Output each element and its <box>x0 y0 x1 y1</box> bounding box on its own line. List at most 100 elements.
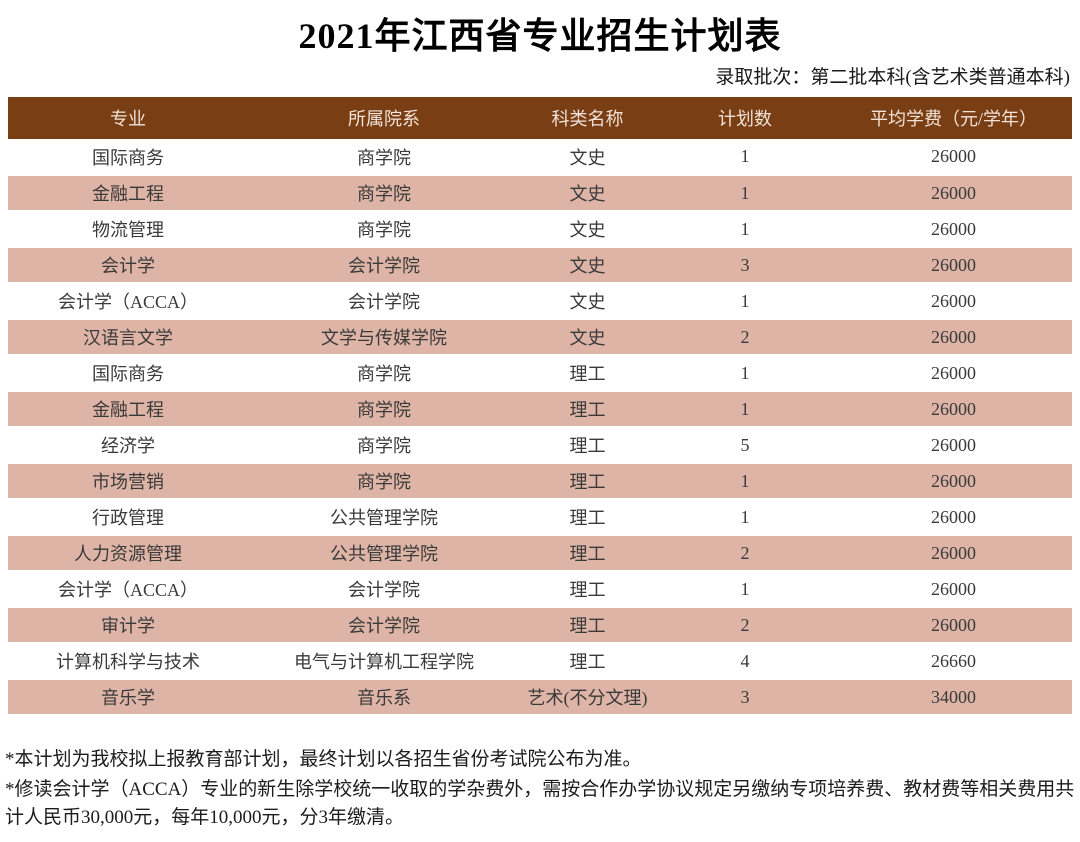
table-cell: 公共管理学院 <box>248 499 520 535</box>
table-row: 经济学 商学院 理工 5 26000 <box>8 427 1072 463</box>
table-cell: 26000 <box>835 174 1072 212</box>
table-cell: 会计学（ACCA） <box>8 571 248 607</box>
table-cell: 26000 <box>835 534 1072 572</box>
column-header: 所属院系 <box>248 97 520 139</box>
table-cell: 审计学 <box>8 606 248 644</box>
table-row: 会计学（ACCA） 会计学院 理工 1 26000 <box>8 571 1072 607</box>
footnotes: *本计划为我校拟上报教育部计划，最终计划以各招生省份考试院公布为准。 *修读会计学… <box>5 746 1076 832</box>
table-cell: 汉语言文学 <box>8 318 248 356</box>
table-cell: 国际商务 <box>8 355 248 391</box>
table-cell: 艺术(不分文理) <box>520 678 655 716</box>
enrollment-plan-table: 专业 所属院系 科类名称 计划数 平均学费（元/学年） 国际商务 商学院 文史 1 26000 金… <box>8 97 1072 716</box>
table-cell: 26000 <box>835 246 1072 284</box>
table-cell: 计算机科学与技术 <box>8 643 248 679</box>
table-cell: 文史 <box>520 139 655 175</box>
table-cell: 商学院 <box>248 174 520 212</box>
table-cell: 理工 <box>520 390 655 428</box>
table-cell: 理工 <box>520 499 655 535</box>
table-cell: 26000 <box>835 571 1072 607</box>
table-cell: 金融工程 <box>8 390 248 428</box>
table-cell: 商学院 <box>248 390 520 428</box>
table-cell: 26000 <box>835 139 1072 175</box>
table-cell: 1 <box>655 499 835 535</box>
table-cell: 5 <box>655 427 835 463</box>
table-cell: 26000 <box>835 462 1072 500</box>
table-cell: 会计学 <box>8 246 248 284</box>
table-cell: 商学院 <box>248 355 520 391</box>
table-cell: 26000 <box>835 211 1072 247</box>
table-row: 会计学（ACCA） 会计学院 文史 1 26000 <box>8 283 1072 319</box>
table-cell: 人力资源管理 <box>8 534 248 572</box>
table-cell: 1 <box>655 139 835 175</box>
table-header-row: 专业 所属院系 科类名称 计划数 平均学费（元/学年） <box>8 97 1072 139</box>
column-header: 计划数 <box>655 97 835 139</box>
table-cell: 26000 <box>835 355 1072 391</box>
table-cell: 4 <box>655 643 835 679</box>
table-cell: 1 <box>655 571 835 607</box>
table-cell: 理工 <box>520 534 655 572</box>
table-cell: 商学院 <box>248 462 520 500</box>
table-cell: 音乐学 <box>8 678 248 716</box>
table-cell: 1 <box>655 174 835 212</box>
table-row: 人力资源管理 公共管理学院 理工 2 26000 <box>8 534 1072 572</box>
column-header: 专业 <box>8 97 248 139</box>
table-cell: 26000 <box>835 390 1072 428</box>
table-cell: 商学院 <box>248 427 520 463</box>
table-row: 会计学 会计学院 文史 3 26000 <box>8 246 1072 284</box>
table-cell: 3 <box>655 246 835 284</box>
table-header: 专业 所属院系 科类名称 计划数 平均学费（元/学年） <box>8 97 1072 139</box>
table-row: 国际商务 商学院 文史 1 26000 <box>8 139 1072 175</box>
table-cell: 文史 <box>520 318 655 356</box>
table-cell: 26000 <box>835 283 1072 319</box>
table-row: 审计学 会计学院 理工 2 26000 <box>8 606 1072 644</box>
plan-table-body: 国际商务 商学院 文史 1 26000 金融工程 商学院 文史 1 26000 物流管理 商学院 文史 1… <box>8 139 1072 716</box>
table-row: 物流管理 商学院 文史 1 26000 <box>8 211 1072 247</box>
table-cell: 市场营销 <box>8 462 248 500</box>
table-cell: 26000 <box>835 499 1072 535</box>
table-cell: 理工 <box>520 571 655 607</box>
table-cell: 理工 <box>520 606 655 644</box>
table-cell: 公共管理学院 <box>248 534 520 572</box>
table-cell: 26000 <box>835 427 1072 463</box>
table-cell: 音乐系 <box>248 678 520 716</box>
table-cell: 会计学（ACCA） <box>8 283 248 319</box>
table-cell: 会计学院 <box>248 246 520 284</box>
table-cell: 会计学院 <box>248 571 520 607</box>
column-header: 平均学费（元/学年） <box>835 97 1072 139</box>
table-cell: 文史 <box>520 283 655 319</box>
table-cell: 1 <box>655 283 835 319</box>
table-cell: 理工 <box>520 643 655 679</box>
table-cell: 文史 <box>520 211 655 247</box>
table-cell: 会计学院 <box>248 283 520 319</box>
table-row: 国际商务 商学院 理工 1 26000 <box>8 355 1072 391</box>
table-cell: 理工 <box>520 355 655 391</box>
table-cell: 文史 <box>520 246 655 284</box>
table-cell: 理工 <box>520 462 655 500</box>
table-cell: 1 <box>655 355 835 391</box>
table-cell: 物流管理 <box>8 211 248 247</box>
table-cell: 1 <box>655 390 835 428</box>
table-cell: 1 <box>655 462 835 500</box>
table-row: 计算机科学与技术 电气与计算机工程学院 理工 4 26660 <box>8 643 1072 679</box>
table-row: 汉语言文学 文学与传媒学院 文史 2 26000 <box>8 318 1072 356</box>
table-cell: 34000 <box>835 678 1072 716</box>
table-cell: 26000 <box>835 318 1072 356</box>
table-row: 金融工程 商学院 文史 1 26000 <box>8 174 1072 212</box>
table-row: 市场营销 商学院 理工 1 26000 <box>8 462 1072 500</box>
table-cell: 3 <box>655 678 835 716</box>
table-row: 行政管理 公共管理学院 理工 1 26000 <box>8 499 1072 535</box>
table-cell: 行政管理 <box>8 499 248 535</box>
table-cell: 金融工程 <box>8 174 248 212</box>
table-row: 金融工程 商学院 理工 1 26000 <box>8 390 1072 428</box>
table-cell: 电气与计算机工程学院 <box>248 643 520 679</box>
table-cell: 26000 <box>835 606 1072 644</box>
table-cell: 商学院 <box>248 211 520 247</box>
table-cell: 会计学院 <box>248 606 520 644</box>
table-cell: 理工 <box>520 427 655 463</box>
table-row: 音乐学 音乐系 艺术(不分文理) 3 34000 <box>8 678 1072 716</box>
table-cell: 文学与传媒学院 <box>248 318 520 356</box>
footnote: *修读会计学（ACCA）专业的新生除学校统一收取的学杂费外，需按合作办学协议规定… <box>5 779 1075 828</box>
table-cell: 2 <box>655 534 835 572</box>
table-cell: 国际商务 <box>8 139 248 175</box>
